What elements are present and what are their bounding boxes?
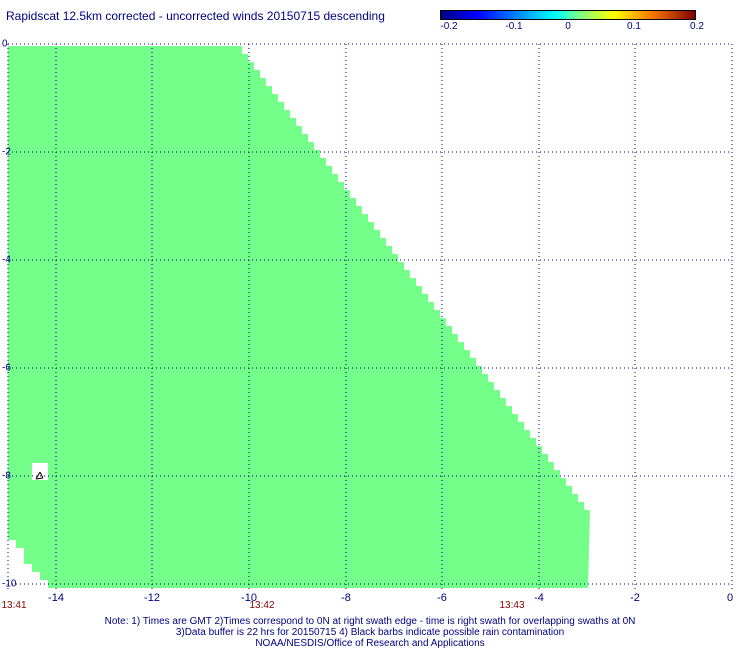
x-tick-label: -6 (437, 592, 447, 604)
y-tick-label: -2 (2, 146, 11, 158)
y-tick-label: -8 (2, 470, 11, 482)
colorbar-tick: 0.2 (690, 21, 704, 32)
colorbar-tick: 0.1 (627, 21, 641, 32)
swath-coverage (8, 46, 590, 588)
note-line-3: NOAA/NESDIS/Office of Research and Appli… (255, 638, 485, 649)
y-tick-label: -10 (2, 578, 17, 590)
y-tick-label: -6 (2, 362, 11, 374)
y-tick-label: -4 (2, 254, 11, 266)
x-tick-label: -4 (534, 592, 544, 604)
x-tick-label: -2 (630, 592, 640, 604)
missing-data-patch (32, 463, 48, 480)
color-scale-bar (440, 10, 696, 20)
colorbar-tick: -0.1 (505, 21, 523, 32)
note-line-2: 3)Data buffer is 22 hrs for 20150715 4) … (175, 627, 565, 638)
y-tick-label: 0 (2, 38, 8, 50)
colorbar-tick: -0.2 (440, 21, 458, 32)
note-line-1: Note: 1) Times are GMT 2)Times correspon… (104, 616, 636, 627)
x-tick-label: 0 (726, 592, 734, 604)
x-tick-label: -8 (341, 592, 351, 604)
x-tick-label: -14 (48, 592, 64, 604)
time-label: 13:42 (249, 600, 275, 611)
time-label: 13:43 (499, 600, 525, 611)
x-tick-label: -10 (241, 592, 257, 604)
x-tick-label: -12 (144, 592, 160, 604)
chart-title: Rapidscat 12.5km corrected - uncorrected… (6, 9, 385, 23)
rain-flag-barb (35, 471, 44, 480)
colorbar-tick: 0 (565, 21, 571, 32)
time-label: 13:41 (1, 600, 27, 611)
